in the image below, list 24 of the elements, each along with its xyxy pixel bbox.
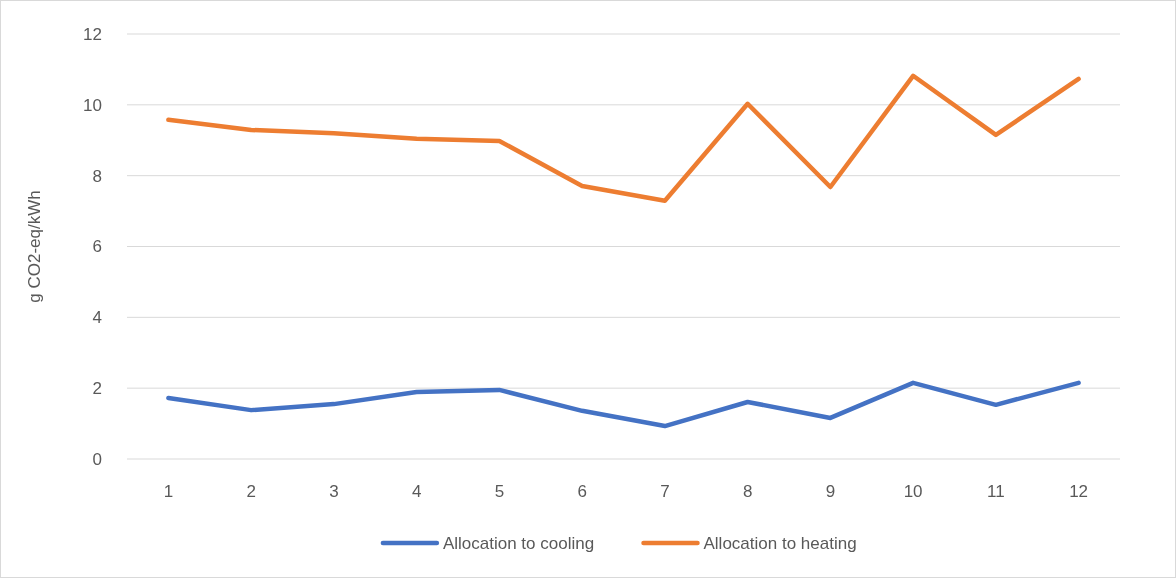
x-tick-label: 2	[246, 482, 256, 501]
y-tick-label: 8	[92, 166, 102, 186]
y-tick-label: 2	[92, 379, 102, 399]
x-tick-label: 5	[494, 482, 505, 501]
x-tick-label: 9	[825, 482, 836, 501]
y-tick-label: 12	[83, 24, 102, 44]
x-tick-label: 4	[411, 482, 422, 501]
x-tick-label: 11	[987, 482, 1005, 501]
x-tick-label: 7	[660, 482, 670, 501]
y-axis-title: g CO2-eq/kWh	[25, 190, 44, 303]
x-tick-label: 6	[577, 482, 587, 501]
legend-label: Allocation to heating	[703, 533, 857, 553]
y-tick-label: 4	[92, 308, 102, 328]
legend-label: Allocation to cooling	[442, 533, 595, 553]
y-tick-label: 10	[83, 95, 102, 115]
y-tick-label: 6	[92, 237, 102, 257]
line-series	[166, 73, 1081, 204]
x-tick-label: 8	[742, 482, 753, 501]
y-tick-label: 0	[92, 449, 102, 469]
x-tick-label: 12	[1069, 482, 1089, 501]
x-tick-label: 3	[329, 482, 339, 501]
line-series	[166, 380, 1081, 429]
x-tick-label: 10	[903, 482, 923, 501]
x-tick-label: 1	[163, 482, 174, 501]
